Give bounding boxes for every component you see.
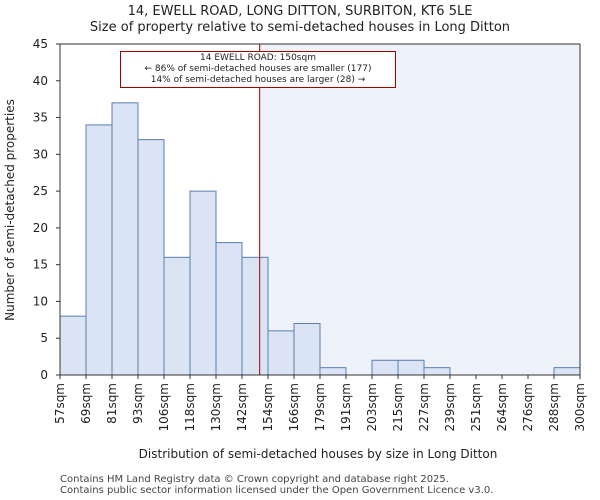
footer-licence: Contains public sector information licen… bbox=[60, 485, 494, 496]
x-tick-label: 264sqm bbox=[495, 383, 509, 431]
histogram-bar bbox=[267, 330, 295, 376]
histogram-bar bbox=[423, 367, 451, 376]
x-tick-label: 118sqm bbox=[183, 383, 197, 431]
y-tick-label: 45 bbox=[33, 37, 48, 51]
x-tick-label: 300sqm bbox=[573, 383, 587, 431]
y-axis-label: Number of semi-detached properties bbox=[3, 99, 17, 321]
annotation-smaller: ← 86% of semi-detached houses are smalle… bbox=[144, 64, 372, 74]
x-tick-label: 191sqm bbox=[339, 383, 353, 431]
histogram-bar bbox=[241, 256, 269, 376]
y-tick-label: 20 bbox=[33, 221, 48, 235]
histogram-bar bbox=[293, 323, 321, 376]
y-tick-label: 10 bbox=[33, 294, 48, 308]
x-tick-label: 81sqm bbox=[105, 383, 119, 424]
histogram-bar bbox=[163, 256, 191, 376]
x-tick-label: 227sqm bbox=[417, 383, 431, 431]
histogram-bar bbox=[319, 367, 347, 376]
y-tick-label: 5 bbox=[40, 331, 48, 345]
footer-copyright: Contains HM Land Registry data © Crown c… bbox=[60, 474, 449, 485]
histogram-bar bbox=[137, 139, 165, 376]
chart-title: 14, EWELL ROAD, LONG DITTON, SURBITON, K… bbox=[127, 4, 473, 19]
x-tick-label: 276sqm bbox=[521, 383, 535, 431]
property-annotation: 14 EWELL ROAD: 150sqm ← 86% of semi-deta… bbox=[120, 51, 396, 88]
x-tick-label: 203sqm bbox=[365, 383, 379, 431]
histogram-bar bbox=[371, 359, 399, 376]
y-tick-label: 25 bbox=[33, 184, 48, 198]
y-tick-label: 30 bbox=[33, 147, 48, 161]
histogram-bar bbox=[111, 102, 139, 376]
histogram-bar bbox=[397, 359, 425, 376]
x-axis-label: Distribution of semi-detached houses by … bbox=[139, 447, 498, 461]
x-tick-label: 215sqm bbox=[391, 383, 405, 431]
annotation-larger: 14% of semi-detached houses are larger (… bbox=[150, 75, 366, 85]
chart-subtitle: Size of property relative to semi-detach… bbox=[89, 20, 511, 35]
x-tick-label: 130sqm bbox=[209, 383, 223, 431]
y-tick-label: 40 bbox=[33, 74, 48, 88]
histogram-bar bbox=[215, 242, 243, 376]
x-tick-label: 288sqm bbox=[547, 383, 561, 431]
x-tick-label: 57sqm bbox=[53, 383, 67, 424]
x-tick-label: 251sqm bbox=[469, 383, 483, 431]
y-tick-label: 0 bbox=[40, 368, 48, 382]
y-tick-label: 35 bbox=[33, 111, 48, 125]
x-tick-label: 239sqm bbox=[443, 383, 457, 431]
histogram-bar bbox=[553, 367, 581, 376]
annotation-title: 14 EWELL ROAD: 150sqm bbox=[200, 53, 316, 63]
x-tick-label: 93sqm bbox=[131, 383, 145, 424]
larger-region-highlight bbox=[259, 44, 580, 375]
y-tick-label: 15 bbox=[33, 258, 48, 272]
x-tick-label: 166sqm bbox=[287, 383, 301, 431]
x-tick-label: 106sqm bbox=[157, 383, 171, 431]
x-tick-label: 154sqm bbox=[261, 383, 275, 431]
histogram-bar bbox=[59, 315, 87, 376]
histogram-bar bbox=[85, 124, 113, 376]
histogram-bar bbox=[189, 190, 217, 376]
x-tick-label: 69sqm bbox=[79, 383, 93, 424]
x-tick-label: 179sqm bbox=[313, 383, 327, 431]
x-tick-label: 142sqm bbox=[235, 383, 249, 431]
